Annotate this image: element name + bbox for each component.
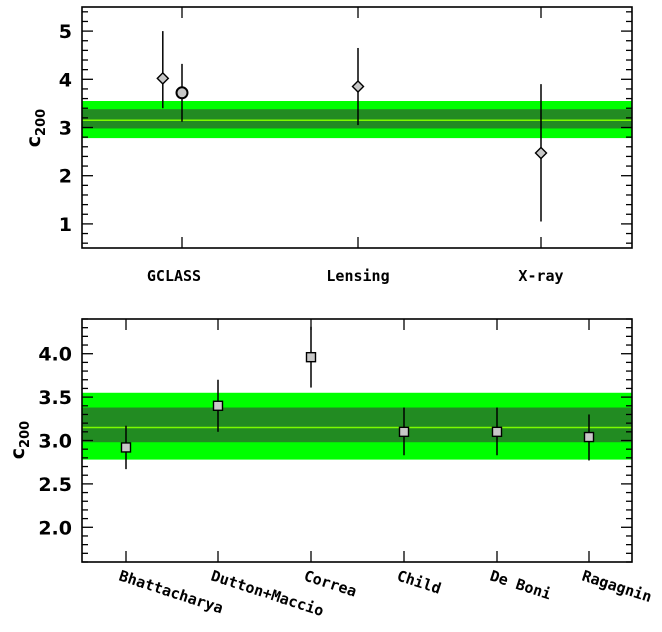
panel1-ytick-label: 2 <box>59 166 72 188</box>
panel2-category-label: Bhattacharya <box>117 567 226 618</box>
panel2-category-label: Correa <box>302 567 359 601</box>
panel2-ytick-label: 3.5 <box>38 387 72 409</box>
panel1-ytick-label: 1 <box>59 214 72 236</box>
panel2-data-point <box>212 400 224 411</box>
panel2-data-point <box>398 426 410 438</box>
panel2-ytick-label: 2.0 <box>38 517 72 539</box>
panel1-ytick-label: 4 <box>59 69 72 91</box>
panel2-category-label: De Boni <box>488 567 554 604</box>
panel1-category-label: Lensing <box>326 267 389 285</box>
panel2-ytick-label: 2.5 <box>38 474 72 496</box>
panel1-ylabel: c200 <box>23 109 49 147</box>
panel1-ytick-label: 3 <box>59 118 72 140</box>
panel2-data-point <box>120 442 132 453</box>
panel2-ytick-label: 3.0 <box>38 431 72 453</box>
panel2-inner-band <box>82 407 632 443</box>
panel2-data-point <box>491 426 503 438</box>
panel2-data-point <box>305 351 317 363</box>
panel2-data-point <box>583 431 595 443</box>
panel1-data-point <box>351 80 365 94</box>
panel1-category-label: X-ray <box>518 267 563 285</box>
panel1-data-point <box>534 146 548 160</box>
panel2-category-label: Child <box>395 567 444 598</box>
panel2-ytick-label: 4.0 <box>38 344 72 366</box>
panel1-data-point <box>175 86 189 100</box>
panel1-inner-band <box>82 109 632 129</box>
panel2-category-label: Ragagnin <box>580 567 654 606</box>
panel1-data-point <box>156 71 170 85</box>
panel1-ytick-label: 5 <box>59 21 72 43</box>
panel2-ylabel: c200 <box>7 421 33 459</box>
panel1-category-label: GCLASS <box>147 267 201 285</box>
